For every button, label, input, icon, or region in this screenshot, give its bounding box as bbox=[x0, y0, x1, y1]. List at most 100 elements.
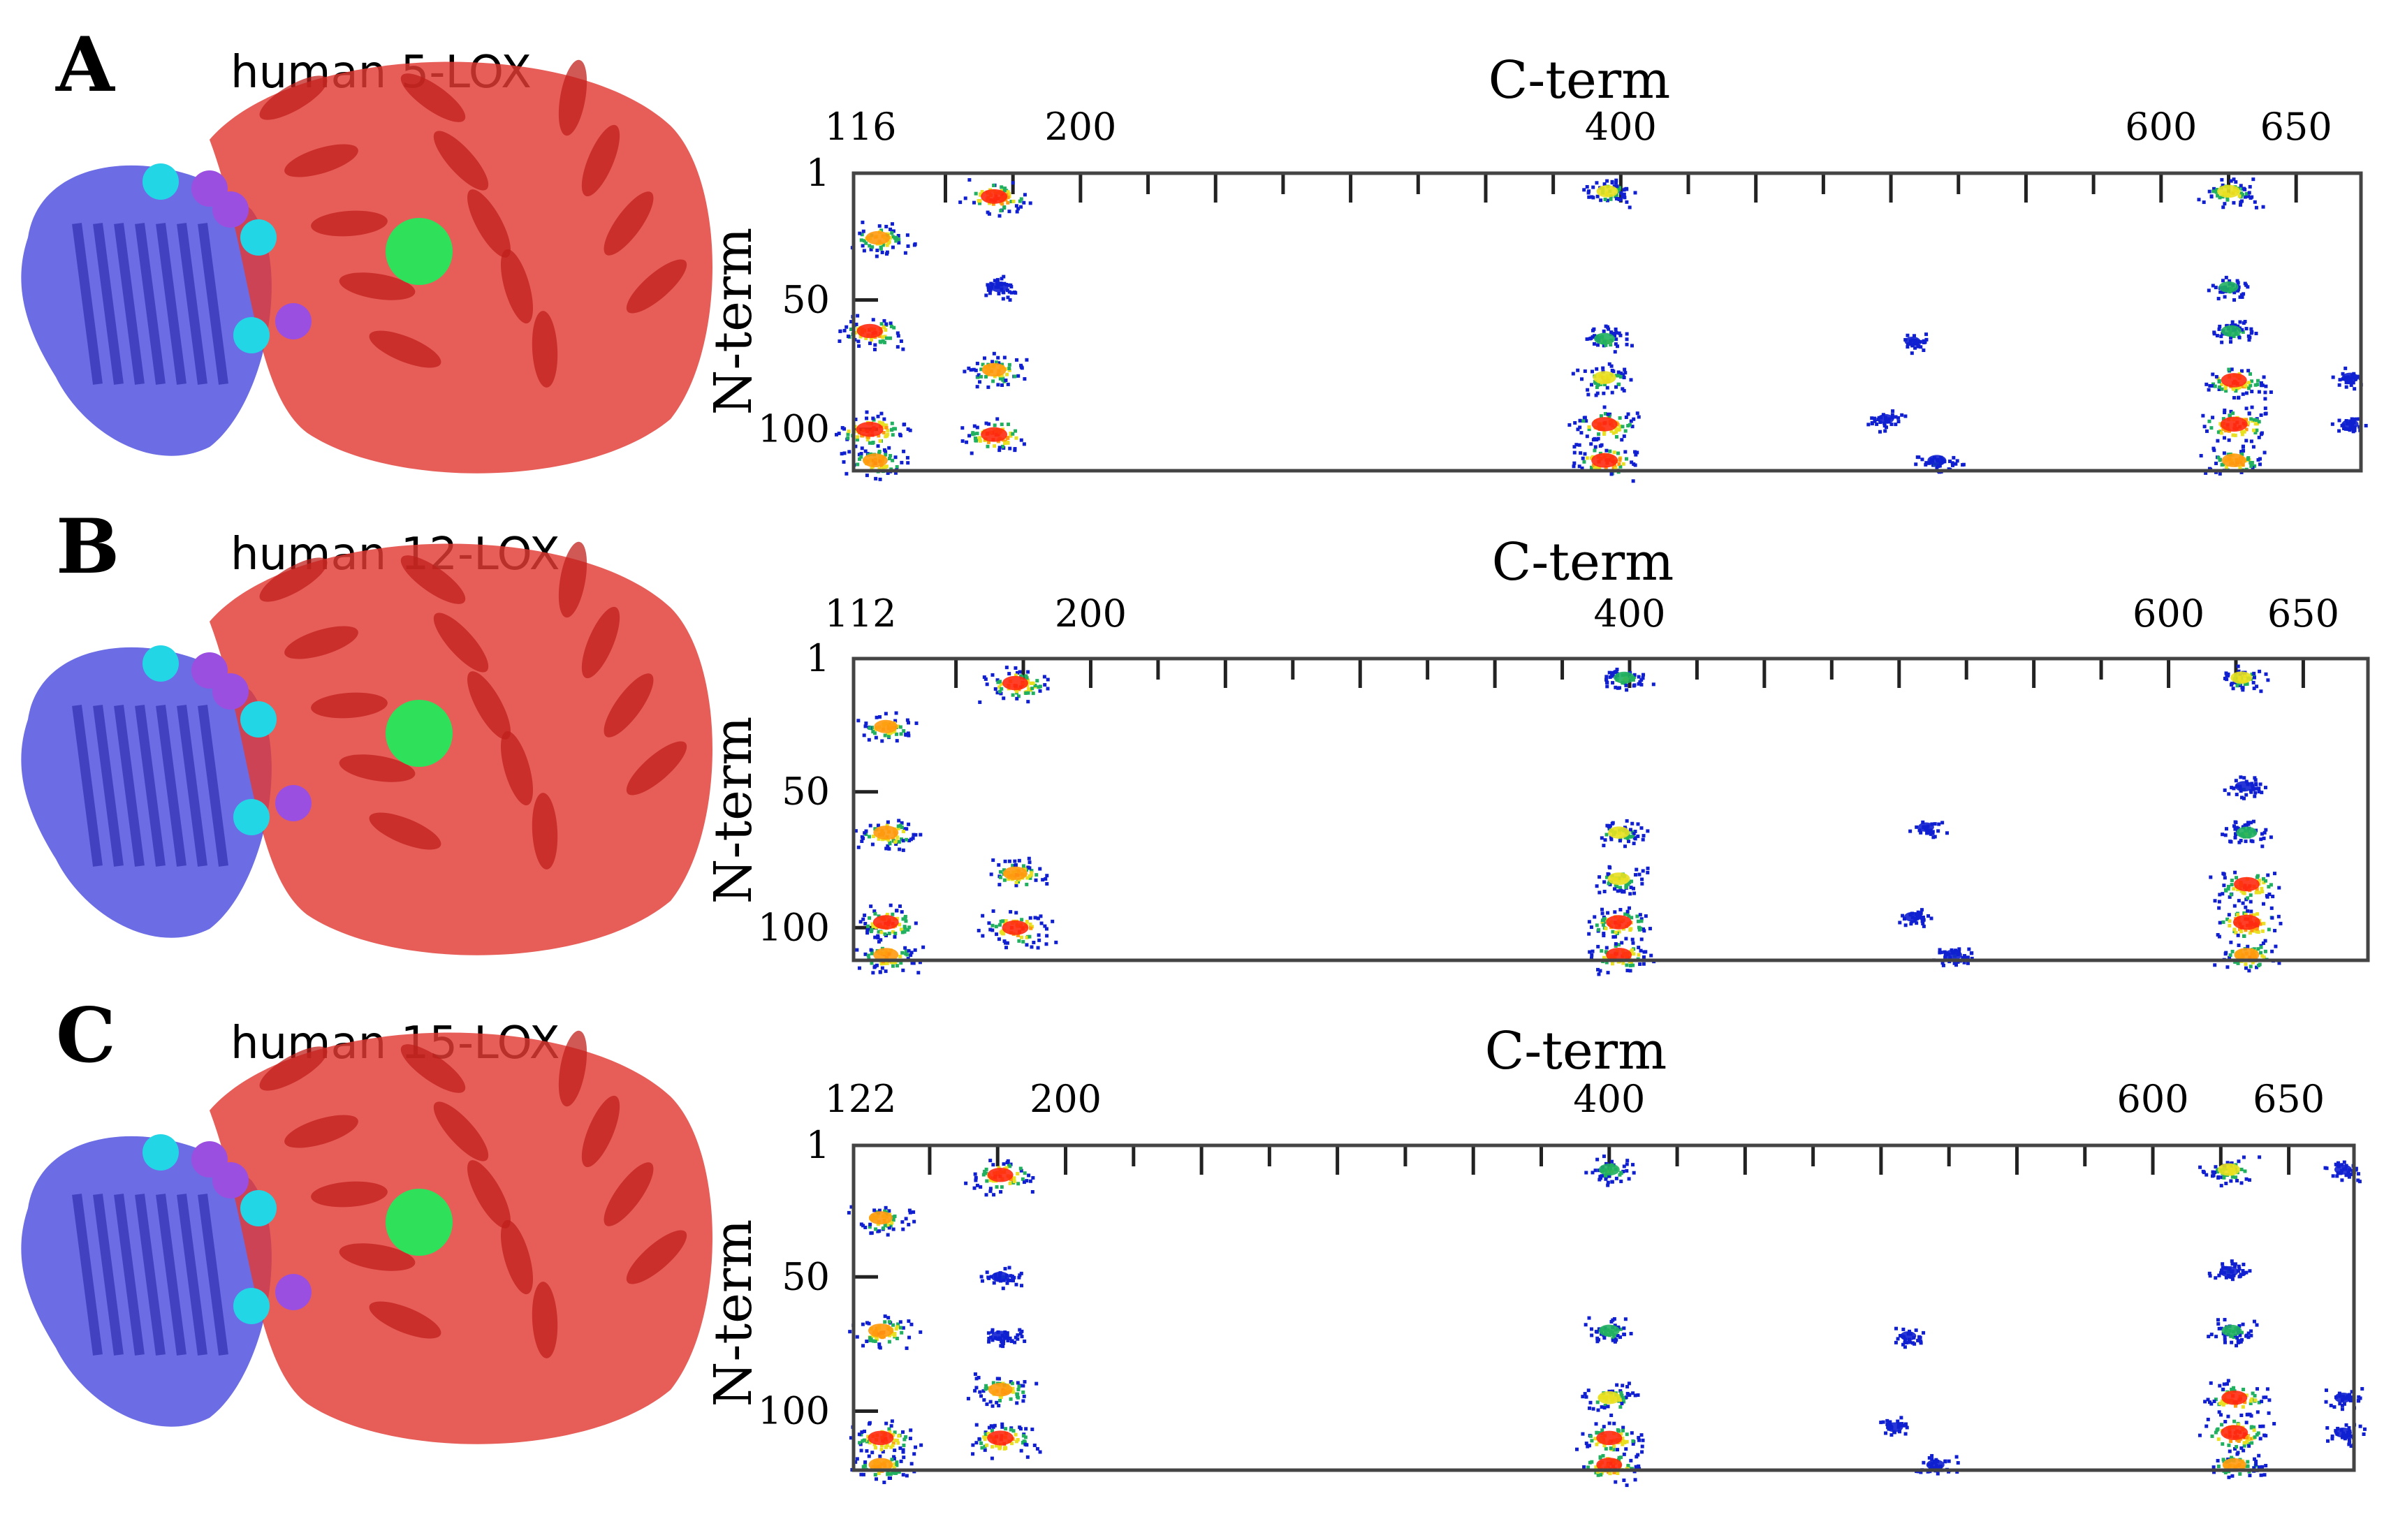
contact-point bbox=[870, 441, 875, 445]
contact-point bbox=[879, 960, 884, 965]
contact-point bbox=[980, 1446, 984, 1450]
contact-point bbox=[870, 1231, 874, 1235]
contact-point bbox=[2351, 381, 2355, 385]
contact-point bbox=[1579, 451, 1583, 455]
contact-point bbox=[881, 1450, 885, 1454]
contact-point bbox=[1609, 343, 1613, 347]
contact-point bbox=[1901, 1342, 1905, 1347]
contact-point bbox=[2211, 383, 2215, 388]
contact-point bbox=[1633, 450, 1637, 454]
contact-point bbox=[900, 910, 904, 914]
beta-strand bbox=[93, 223, 124, 385]
contact-point bbox=[1600, 948, 1604, 953]
contact-point bbox=[2237, 1324, 2242, 1328]
contact-point bbox=[1604, 1161, 1608, 1166]
contact-point bbox=[1618, 416, 1622, 420]
contact-point bbox=[2216, 1437, 2221, 1442]
contact-point bbox=[1632, 891, 1637, 895]
contact-point bbox=[1027, 687, 1031, 691]
interface-residue bbox=[212, 1162, 249, 1198]
contact-point bbox=[1616, 370, 1621, 374]
contact-point bbox=[996, 680, 1000, 684]
contact-point bbox=[982, 356, 986, 360]
contact-point bbox=[2244, 1177, 2249, 1181]
contact-point bbox=[1014, 1432, 1018, 1437]
contact-point bbox=[2217, 1326, 2221, 1330]
contact-point bbox=[884, 1205, 888, 1210]
contact-cluster-core bbox=[2234, 948, 2260, 962]
contact-point bbox=[1016, 374, 1021, 378]
contact-point bbox=[2267, 1398, 2272, 1402]
contact-point bbox=[991, 202, 995, 206]
contact-point bbox=[997, 863, 1001, 867]
contact-point bbox=[856, 719, 861, 723]
contact-point bbox=[1025, 358, 1029, 362]
contact-point bbox=[1604, 675, 1609, 679]
contact-point bbox=[2235, 1452, 2239, 1456]
contact-point bbox=[2239, 1446, 2244, 1450]
contact-point bbox=[2223, 788, 2227, 792]
contact-point bbox=[1630, 460, 1634, 464]
contact-point bbox=[1001, 1341, 1005, 1345]
contact-point bbox=[987, 1336, 991, 1340]
contact-point bbox=[965, 440, 969, 444]
contact-point bbox=[2215, 334, 2219, 338]
contact-point bbox=[884, 450, 888, 454]
contact-point bbox=[1619, 371, 1623, 375]
contact-point bbox=[2252, 418, 2256, 422]
contact-point bbox=[2232, 786, 2236, 791]
contact-point bbox=[985, 1386, 989, 1391]
contact-point bbox=[2203, 1400, 2207, 1404]
panel-a: Ahuman 5-LOXC-termN-term1162004006006501… bbox=[21, 21, 2368, 483]
contact-point bbox=[1641, 673, 1646, 677]
contact-point bbox=[1894, 423, 1898, 427]
contact-point bbox=[1604, 324, 1608, 328]
contact-point bbox=[880, 250, 884, 254]
contact-point bbox=[1005, 436, 1009, 440]
contact-point bbox=[1584, 1171, 1588, 1175]
contact-point bbox=[1016, 1381, 1020, 1385]
contact-point bbox=[2220, 177, 2224, 182]
contact-point bbox=[1611, 1448, 1616, 1452]
contact-point bbox=[1574, 1447, 1579, 1451]
contact-point bbox=[1604, 343, 1608, 347]
contact-point bbox=[1903, 1422, 1908, 1426]
contact-point bbox=[2237, 1439, 2241, 1443]
contact-point bbox=[887, 240, 891, 244]
contact-point bbox=[2232, 1419, 2237, 1423]
contact-point bbox=[1007, 366, 1011, 370]
contact-point bbox=[1598, 1456, 1602, 1460]
contact-point bbox=[2223, 295, 2227, 299]
contact-point bbox=[892, 1455, 896, 1459]
contact-point bbox=[1600, 1428, 1604, 1432]
contact-point bbox=[2266, 678, 2270, 682]
contact-point bbox=[971, 1443, 975, 1447]
contact-point bbox=[1025, 943, 1029, 947]
contact-point bbox=[885, 250, 889, 254]
contact-point bbox=[2219, 1184, 2223, 1188]
contact-point bbox=[877, 434, 881, 438]
contact-point bbox=[1002, 878, 1007, 882]
contact-point bbox=[918, 960, 922, 965]
contact-point bbox=[2356, 1172, 2360, 1176]
contact-point bbox=[860, 835, 864, 839]
contact-point bbox=[2264, 411, 2268, 416]
contact-point bbox=[1919, 830, 1923, 835]
contact-point bbox=[2349, 1444, 2353, 1448]
contact-point bbox=[2252, 1428, 2256, 1432]
contact-point bbox=[1030, 945, 1034, 949]
contact-point bbox=[984, 374, 988, 379]
contact-point bbox=[2264, 384, 2268, 388]
contact-point bbox=[995, 1377, 1000, 1381]
contact-point bbox=[1587, 1316, 1591, 1320]
contact-point bbox=[1630, 916, 1634, 920]
contact-point bbox=[2229, 336, 2233, 340]
contact-cluster-core bbox=[1597, 1391, 1621, 1405]
contact-point bbox=[872, 347, 877, 351]
contact-point bbox=[903, 946, 907, 950]
contact-point bbox=[2260, 1400, 2264, 1404]
x-tick-label: 400 bbox=[1593, 592, 1665, 636]
contact-point bbox=[898, 923, 902, 927]
contact-point bbox=[991, 858, 995, 863]
contact-point bbox=[1606, 911, 1610, 915]
